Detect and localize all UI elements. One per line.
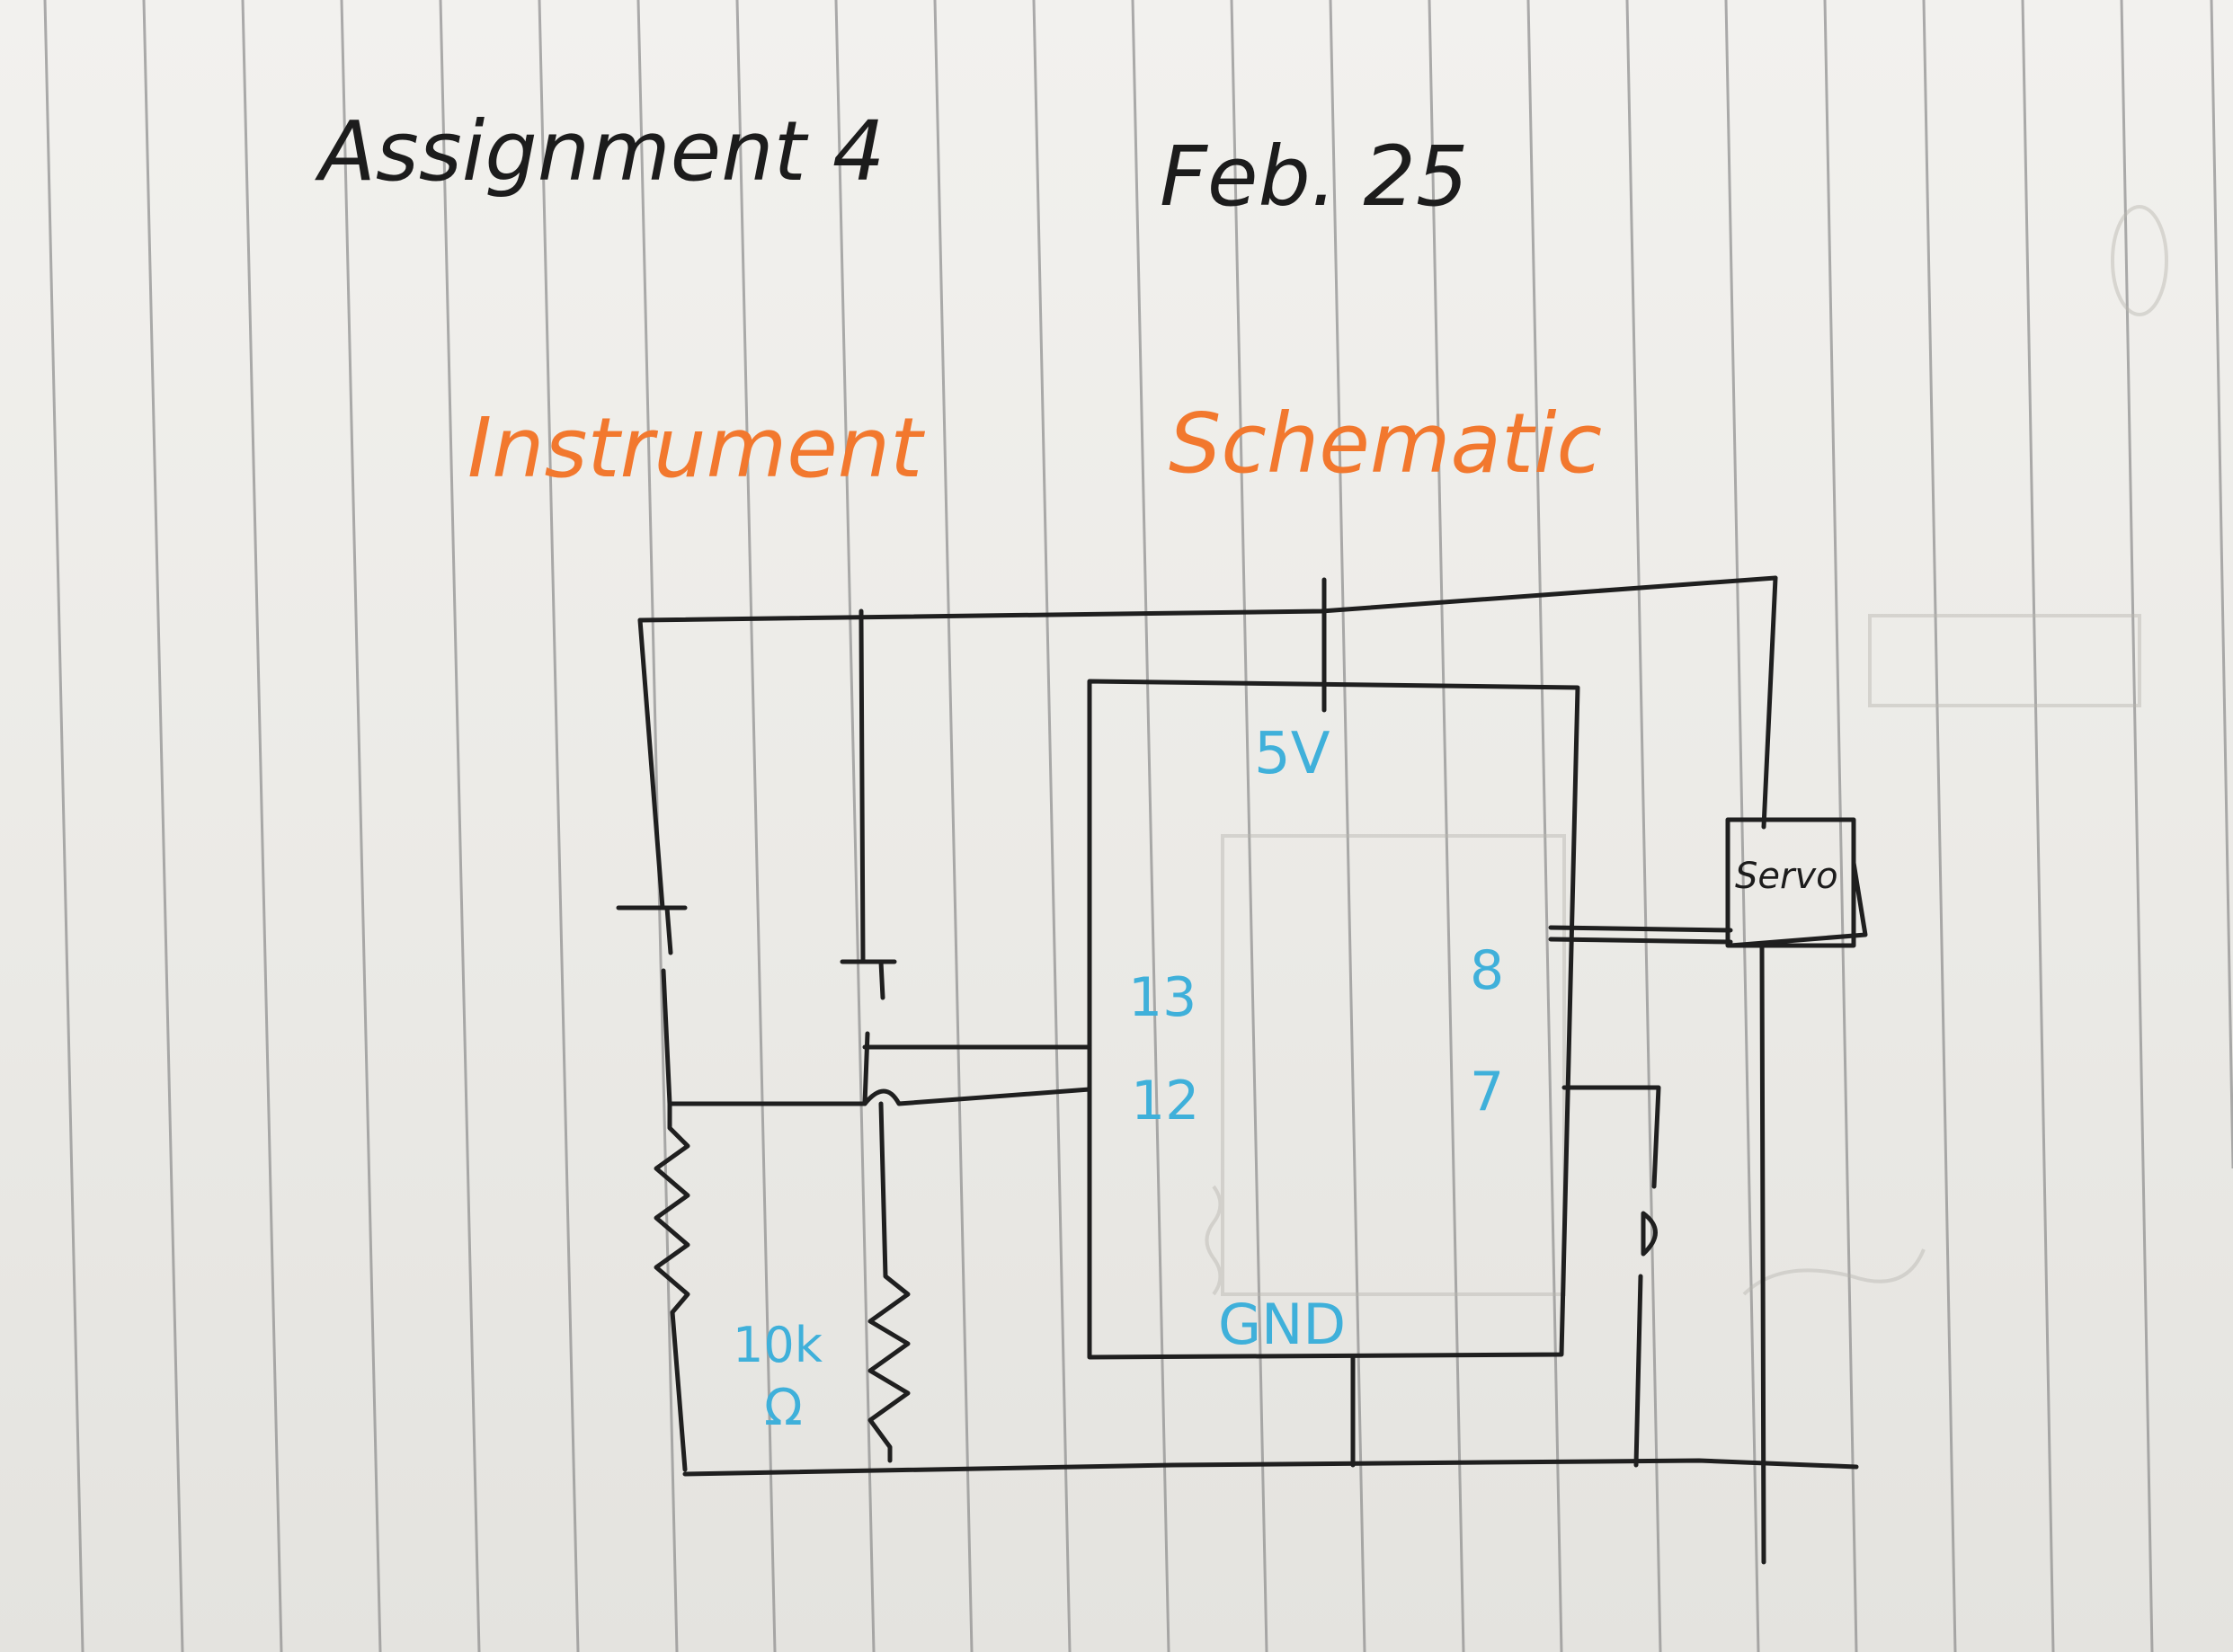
resistor-right [867,1101,911,1463]
schematic-labels: 5V 13 12 8 7 GND 10k Ω Servo [733,721,1838,1437]
label-5v: 5V [1254,721,1330,787]
label-gnd: GND [1218,1292,1346,1357]
servo-module-edge [1728,860,1868,948]
pin12-wire [667,1087,1092,1106]
middle-button-lead [878,959,885,1000]
pin7-wire [1561,1085,1661,1189]
bleed-through [1205,205,2168,1296]
middle-branch-lower [862,1031,870,1106]
rail-servo-drop [1761,575,1778,830]
label-resistor-unit: Ω [764,1379,803,1437]
piezo-speaker [1641,1211,1658,1257]
servo-module [1725,817,1856,948]
label-servo: Servo [1735,856,1838,897]
servo-signal-wire-2 [1548,937,1733,945]
label-pin12: 12 [1131,1070,1199,1132]
subtitle-schematic: Schematic [1169,395,1602,492]
label-pin8: 8 [1470,939,1504,1002]
arduino-board-outline [1087,679,1580,1360]
servo-ground-wire [1759,943,1766,1565]
left-branch-lower [661,968,672,1106]
assignment-date: Feb. 25 [1160,129,1468,225]
label-resistor-value: 10k [733,1317,823,1373]
resistor-left [654,1101,690,1472]
circuit-schematic [616,575,1868,1565]
label-pin13: 13 [1128,966,1197,1029]
assignment-title: Assignment 4 [315,103,885,200]
ruled-lines [43,0,2233,1652]
label-pin7: 7 [1470,1061,1504,1124]
ground-rail-wire [682,1458,1859,1477]
left-branch-wire [637,617,665,910]
middle-branch-wire [859,617,866,964]
piezo-lead-bottom [1633,1274,1643,1468]
subtitle-instrument: Instrument [467,400,925,496]
servo-signal-wire [1548,925,1733,933]
top-rail-wire [637,575,1778,623]
left-button-lead [664,905,673,955]
